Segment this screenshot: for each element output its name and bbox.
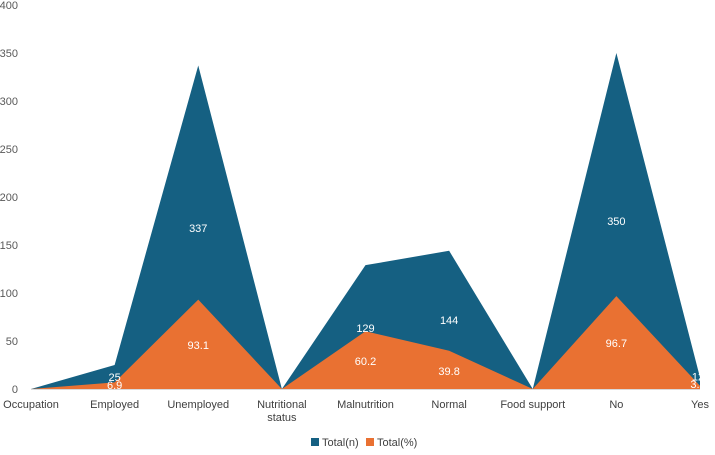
x-axis: Occupation Employed Unemployed Nutritional s… (3, 389, 709, 424)
data-label: 60.2 (355, 356, 376, 368)
legend: Total(n) Total(%) (311, 437, 417, 449)
y-tick-label: 50 (6, 336, 18, 348)
legend-swatch (366, 438, 374, 446)
x-tick-label: Employed (90, 399, 139, 411)
data-label: 129 (356, 323, 374, 335)
y-tick-label: 300 (0, 96, 18, 108)
series-areas (31, 53, 700, 389)
y-tick-label: 250 (0, 144, 18, 156)
x-tick-label: Nutritional status (257, 399, 307, 424)
data-labels: 25 337 129 144 350 12 6.9 93.1 60.2 39.8 96.7 3.3 (107, 216, 706, 392)
legend-label: Total(%) (377, 437, 417, 449)
area-series-2 (31, 296, 700, 389)
x-tick-label: Malnutrition (337, 399, 394, 411)
data-label: 144 (440, 315, 458, 327)
y-tick-label: 100 (0, 288, 18, 300)
x-tick-label: Yes (691, 399, 709, 411)
data-label: 3.3 (690, 379, 705, 391)
x-tick-label: Food support (500, 399, 565, 411)
x-tick-label: No (609, 399, 623, 411)
data-label: 6.9 (107, 380, 122, 392)
x-tick-label: Unemployed (167, 399, 229, 411)
data-label: 350 (607, 216, 625, 228)
x-tick-label: Occupation (3, 399, 59, 411)
y-tick-label: 200 (0, 192, 18, 204)
data-label: 337 (189, 223, 207, 235)
y-axis: 0 50 100 150 200 250 300 350 400 (0, 0, 18, 396)
y-tick-label: 150 (0, 240, 18, 252)
legend-label: Total(n) (322, 437, 359, 449)
data-label: 39.8 (438, 366, 459, 378)
data-label: 96.7 (606, 338, 627, 350)
data-label: 93.1 (188, 340, 209, 352)
y-tick-label: 400 (0, 0, 18, 12)
y-tick-label: 0 (12, 384, 18, 396)
x-tick-label: Normal (431, 399, 466, 411)
y-tick-label: 350 (0, 48, 18, 60)
data-label: 12 (692, 371, 704, 383)
data-label: 25 (109, 372, 121, 384)
legend-swatch (311, 438, 319, 446)
